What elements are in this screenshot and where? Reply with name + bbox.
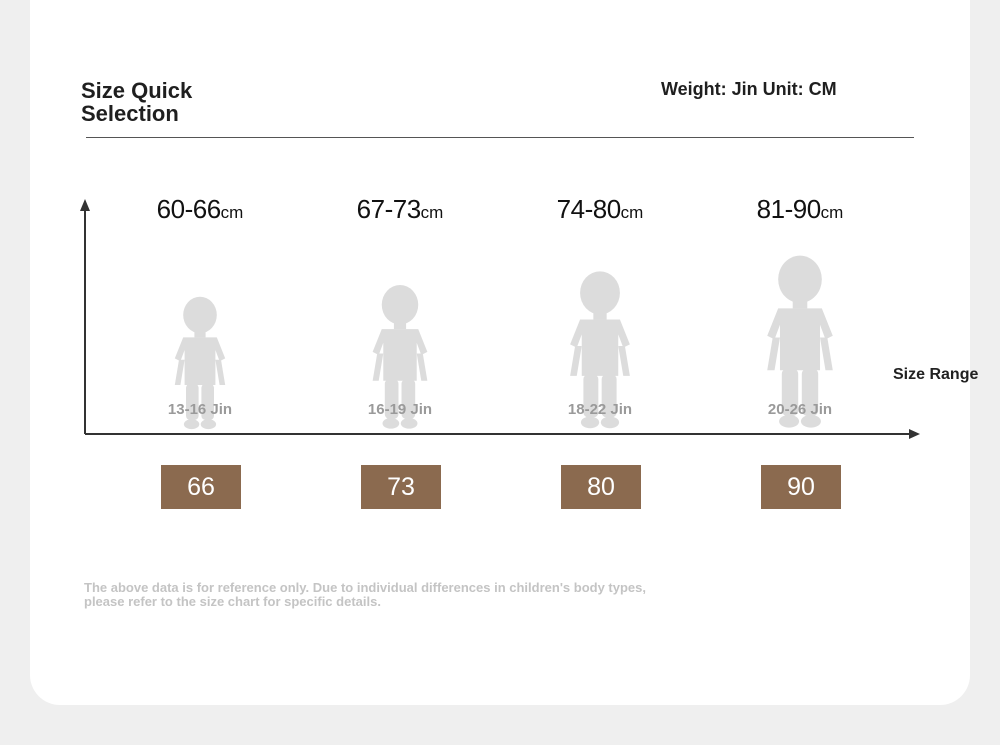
size-option-button[interactable]: 90 [761, 465, 841, 509]
height-unit: cm [820, 203, 844, 222]
size-range-label: Size Range [893, 366, 979, 383]
weight-label: 16-19 Jin [367, 401, 433, 418]
height-range: 81-90 [756, 194, 822, 224]
size-column: 60-66cm 13-16 Jin 66 [100, 190, 300, 510]
height-label: 67-73cm [300, 194, 500, 225]
weight-label: 13-16 Jin [167, 401, 233, 418]
page-title: Size Quick Selection [81, 78, 193, 126]
height-unit: cm [420, 203, 444, 222]
height-range: 74-80 [556, 194, 622, 224]
weight-label: 18-22 Jin [567, 401, 633, 418]
size-option-button[interactable]: 80 [561, 465, 641, 509]
disclaimer-text: The above data is for reference only. Du… [84, 580, 646, 609]
height-range: 60-66 [156, 194, 222, 224]
weight-unit-label: Weight: Jin Unit: CM [661, 79, 837, 99]
size-column: 74-80cm 18-22 Jin 80 [500, 190, 700, 510]
size-option-button[interactable]: 66 [161, 465, 241, 509]
child-silhouette-icon [570, 271, 630, 429]
height-unit: cm [620, 203, 644, 222]
height-label: 74-80cm [500, 194, 700, 225]
child-silhouette-icon [372, 285, 428, 429]
weight-label: 20-26 Jin [767, 401, 833, 418]
height-label: 81-90cm [700, 194, 900, 225]
child-silhouette-icon [174, 296, 226, 430]
child-silhouette-icon [767, 255, 833, 428]
x-axis-arrow-icon [909, 429, 920, 439]
height-range: 67-73 [356, 194, 422, 224]
size-column: 67-73cm 16-19 Jin 73 [300, 190, 500, 510]
header-divider [86, 137, 914, 138]
y-axis-arrow-icon [80, 199, 90, 211]
height-label: 60-66cm [100, 194, 300, 225]
size-column: 81-90cm 20-26 Jin 90 [700, 190, 900, 510]
height-unit: cm [220, 203, 244, 222]
size-option-button[interactable]: 73 [361, 465, 441, 509]
